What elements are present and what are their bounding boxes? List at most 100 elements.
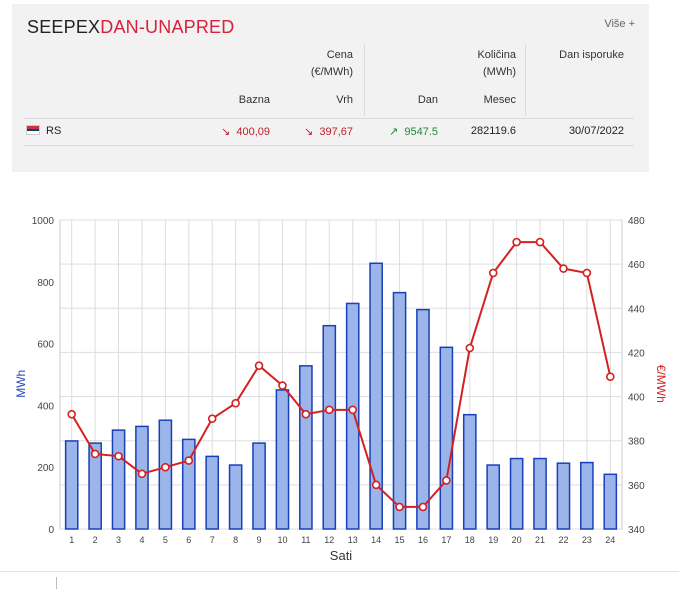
column-divider bbox=[525, 44, 526, 116]
bar-hour-15 bbox=[392, 291, 407, 530]
bar-hour-18 bbox=[462, 413, 477, 530]
bar-hour-14 bbox=[369, 262, 383, 530]
bar-hour-7 bbox=[205, 455, 220, 530]
price-point-hour-9 bbox=[254, 361, 264, 370]
column-divider bbox=[364, 44, 365, 116]
x-tick-label: 3 bbox=[116, 535, 121, 545]
title-exchange: SEEPEX bbox=[27, 17, 101, 37]
y-right-tick-label: 380 bbox=[628, 437, 645, 448]
vrh-price: 397,67 bbox=[319, 126, 353, 138]
x-tick-label: 16 bbox=[418, 535, 428, 545]
price-point-hour-8 bbox=[231, 398, 240, 408]
title-market: DAN-UNAPRED bbox=[100, 17, 235, 37]
price-point-hour-12 bbox=[324, 405, 334, 415]
bar-hour-20 bbox=[509, 457, 524, 530]
bar-hour-13 bbox=[345, 302, 360, 530]
header-dan-isporuke: Dan isporuke bbox=[559, 49, 624, 61]
x-tick-label: 15 bbox=[395, 535, 405, 545]
y-right-tick-label: 340 bbox=[628, 525, 645, 536]
bar-hour-8 bbox=[228, 464, 243, 530]
x-tick-label: 11 bbox=[301, 535, 310, 545]
y-right-tick-label: 400 bbox=[628, 393, 645, 404]
y-right-tick-label: 420 bbox=[628, 348, 645, 359]
bar-hour-19 bbox=[486, 464, 501, 530]
footer-divider bbox=[0, 571, 679, 572]
x-tick-label: 8 bbox=[233, 535, 238, 545]
row-divider bbox=[24, 145, 634, 146]
market-code: RS bbox=[46, 125, 62, 137]
chart-axes: 3403603804004204404604800200400600800100… bbox=[32, 216, 645, 545]
y-right-tick-label: 480 bbox=[628, 216, 645, 227]
footer-tick bbox=[56, 577, 57, 589]
trend-down-icon: ↘ bbox=[304, 126, 314, 138]
x-tick-label: 13 bbox=[348, 535, 358, 545]
x-tick-label: 1 bbox=[69, 535, 74, 545]
bar-hour-5 bbox=[158, 419, 173, 530]
price-point-hour-17 bbox=[442, 476, 451, 485]
price-point-hour-13 bbox=[348, 405, 358, 415]
header-mesec: Mesec bbox=[483, 94, 516, 106]
trend-down-icon: ↘ bbox=[221, 126, 231, 138]
price-point-hour-16 bbox=[418, 502, 428, 512]
price-point-hour-10 bbox=[278, 381, 287, 390]
y-axis-left-label: MWh bbox=[14, 370, 28, 398]
bar-hour-22 bbox=[556, 462, 571, 530]
plot-area bbox=[59, 219, 623, 530]
price-point-hour-14 bbox=[371, 480, 381, 490]
x-tick-label: 24 bbox=[605, 535, 615, 545]
price-point-hour-11 bbox=[301, 409, 311, 419]
x-tick-label: 18 bbox=[465, 535, 475, 545]
header-cena-unit: (€/MWh) bbox=[310, 66, 353, 78]
delivery-date: 30/07/2022 bbox=[568, 125, 624, 137]
y-left-tick-label: 0 bbox=[48, 525, 54, 536]
hourly-chart: 3403603804004204404604800200400600800100… bbox=[14, 216, 668, 563]
price-point-hour-6 bbox=[184, 456, 194, 465]
price-point-hour-2 bbox=[90, 449, 100, 459]
bar-hour-1 bbox=[64, 440, 79, 530]
y-left-tick-label: 800 bbox=[37, 278, 54, 289]
bar-hour-17 bbox=[439, 346, 454, 530]
dan-value: ↗ 9547.5 bbox=[389, 125, 438, 138]
trend-up-icon: ↗ bbox=[389, 126, 399, 138]
price-point-hour-7 bbox=[207, 414, 217, 423]
y-left-tick-label: 1000 bbox=[32, 216, 55, 227]
bar-hour-11 bbox=[299, 365, 313, 530]
x-tick-label: 6 bbox=[186, 535, 191, 545]
y-right-tick-label: 460 bbox=[628, 260, 645, 271]
x-tick-label: 9 bbox=[257, 535, 262, 545]
price-point-hour-19 bbox=[488, 268, 498, 278]
price-point-hour-3 bbox=[114, 451, 123, 461]
panel-title: SEEPEXDAN-UNAPRED bbox=[27, 17, 234, 38]
price-line bbox=[67, 237, 615, 512]
price-point-hour-24 bbox=[605, 372, 615, 382]
price-point-hour-18 bbox=[465, 343, 475, 353]
x-tick-label: 10 bbox=[277, 535, 287, 545]
x-tick-label: 23 bbox=[582, 535, 592, 545]
x-tick-label: 4 bbox=[139, 535, 144, 545]
more-link[interactable]: Više + bbox=[604, 18, 635, 30]
bazna-value: ↘ 400,09 bbox=[221, 125, 270, 138]
price-point-hour-22 bbox=[559, 264, 568, 273]
y-left-tick-label: 400 bbox=[37, 401, 54, 412]
bar-hour-23 bbox=[580, 461, 594, 530]
bar-hour-3 bbox=[111, 429, 126, 530]
x-tick-label: 17 bbox=[441, 535, 451, 545]
y-right-tick-label: 360 bbox=[628, 481, 645, 492]
mesec-value: 282119.6 bbox=[470, 125, 516, 137]
x-tick-label: 5 bbox=[163, 535, 168, 545]
volume-bars bbox=[64, 262, 618, 530]
bar-hour-21 bbox=[533, 457, 547, 530]
price-point-hour-4 bbox=[137, 469, 147, 479]
header-vrh: Vrh bbox=[336, 94, 353, 106]
bar-hour-24 bbox=[603, 473, 618, 530]
x-tick-label: 20 bbox=[512, 535, 522, 545]
bar-hour-12 bbox=[322, 324, 337, 530]
bar-hour-16 bbox=[416, 308, 430, 530]
price-point-hour-15 bbox=[395, 502, 404, 512]
vrh-value: ↘ 397,67 bbox=[304, 125, 353, 138]
price-point-hour-23 bbox=[582, 268, 592, 278]
price-point-hour-21 bbox=[535, 237, 545, 247]
x-axis-label: Sati bbox=[330, 548, 353, 563]
bar-hour-9 bbox=[252, 442, 266, 530]
dan-quantity: 9547.5 bbox=[404, 126, 438, 138]
